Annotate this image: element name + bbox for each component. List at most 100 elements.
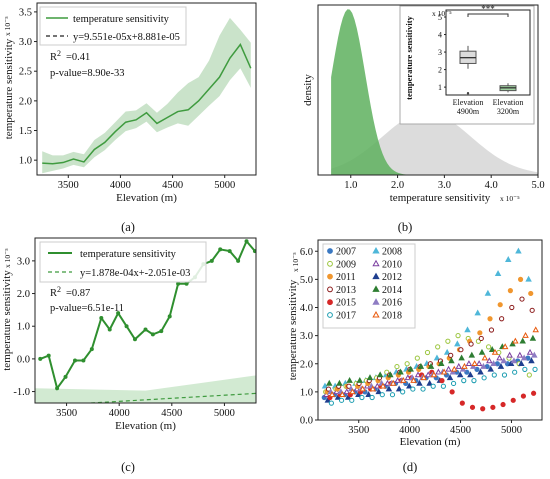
scatter-point	[481, 375, 487, 381]
scatter-point	[520, 393, 527, 399]
scatter-point	[526, 348, 534, 355]
outlier-point	[466, 92, 470, 95]
series-2010	[323, 348, 534, 397]
scatter-point	[518, 360, 525, 367]
significance-bracket	[467, 13, 509, 17]
legend-marker	[327, 286, 333, 293]
scatter-point	[420, 386, 426, 392]
scatter-point	[522, 366, 528, 372]
y-tick-label: 1.0	[17, 322, 30, 333]
inset-y-axis-label: temperature sensitivity	[404, 15, 414, 99]
y-axis-label: temperature sensitivity	[287, 279, 299, 380]
scatter-point	[519, 337, 526, 344]
data-point	[252, 249, 256, 254]
scatter-point	[450, 380, 457, 387]
scatter-point	[512, 369, 518, 375]
data-point	[159, 329, 164, 334]
series-2012	[324, 357, 535, 403]
legend-marker	[327, 312, 333, 318]
y-tick-label: 2.0	[19, 96, 32, 107]
legend: 2007 2008 2009 2010 2011 2012 2013 2014 2015 2016…	[322, 243, 416, 329]
scatter-point	[515, 247, 522, 254]
scatter-point	[475, 360, 483, 367]
y-exponent: x 10⁻⁵	[291, 252, 300, 272]
x-tick-label: 3500	[58, 180, 79, 191]
scatter-point	[500, 357, 508, 364]
scatter-point	[424, 349, 431, 356]
y-tick-label: 2.0	[300, 359, 313, 370]
y-exponent: x 10⁻⁵	[3, 248, 12, 268]
scatter-point	[445, 365, 452, 372]
scatter-point	[519, 296, 525, 302]
scatter-point	[343, 388, 351, 395]
scatter-point	[400, 376, 407, 383]
y-tick-label: 2.0	[17, 289, 30, 300]
r-squared-value: =0.87	[66, 288, 90, 299]
y-tick-label: 3.5	[19, 7, 32, 18]
scatter-point	[455, 362, 463, 369]
legend-marker	[327, 248, 333, 254]
scatter-point	[389, 392, 396, 398]
scatter-point	[349, 397, 355, 403]
scatter-point	[529, 334, 537, 341]
scatter-point	[468, 341, 474, 347]
scatter-point	[379, 392, 385, 398]
x-tick-label: 5.0	[531, 180, 544, 191]
y-tick-label: 1.0	[300, 387, 313, 398]
legend-label: 2012	[382, 272, 402, 283]
scatter-point	[464, 326, 471, 333]
inset-frame	[445, 9, 531, 96]
scatter-point	[469, 362, 477, 369]
p-value-annotation: p-value=8.90e-33	[50, 68, 124, 79]
scatter-point	[471, 360, 478, 367]
scatter-point	[469, 404, 476, 410]
legend-box	[39, 6, 187, 46]
data-point	[46, 353, 51, 358]
legend-series-label: temperature sensitivity	[80, 249, 177, 260]
data-point	[63, 374, 68, 379]
scatter-point	[440, 368, 448, 375]
legend-label: 2015	[336, 298, 356, 309]
scatter-point	[497, 302, 503, 308]
x-axis-label: temperature sensitivity	[390, 192, 491, 204]
scatter-point	[461, 378, 467, 384]
scatter-point	[520, 354, 528, 361]
y-tick-label: 3.0	[19, 37, 32, 48]
scatter-point	[509, 340, 516, 347]
scatter-point	[339, 391, 346, 397]
data-point	[184, 281, 189, 286]
scatter-point	[394, 363, 400, 370]
data-point	[124, 324, 129, 329]
y-tick-label: 4.0	[300, 303, 313, 314]
x-axis-label: Elevation (m)	[400, 436, 461, 448]
scatter-point	[516, 351, 524, 358]
y-tick-label: 2.5	[19, 67, 32, 78]
scatter-point	[490, 404, 496, 410]
x-tick-label: 1.0	[344, 180, 357, 191]
scatter-point	[500, 401, 506, 408]
legend-label: 2016	[382, 298, 402, 309]
x-tick-label: 3500	[56, 408, 77, 419]
scatter-point	[526, 372, 532, 378]
scatter-point	[531, 390, 537, 396]
scatter-point	[496, 354, 503, 361]
data-point	[72, 358, 77, 363]
scatter-point	[435, 344, 441, 350]
scatter-point	[477, 368, 484, 375]
scatter-point	[509, 304, 515, 311]
scatter-point	[517, 276, 524, 282]
legend-fit-label: y=1.878e-04x+-2.051e-03	[80, 268, 190, 279]
panel-c: 3500 4000 4500 5000 -1.0 0.0 1.0 2.0 3.0 Elevatio…	[1, 237, 257, 474]
scatter-point	[346, 376, 353, 383]
scatter-point	[510, 357, 518, 364]
y-tick-label: 1.5	[19, 126, 32, 137]
scatter-point	[328, 391, 336, 397]
scatter-point	[525, 275, 532, 282]
inset-category-label: 4900m	[457, 107, 480, 116]
inset-y-tick-label: 1	[438, 83, 442, 92]
legend-label: 2014	[382, 285, 402, 296]
legend: temperature sensitivity y=9.551e-05x+8.88…	[39, 6, 187, 46]
series-2017	[328, 366, 538, 406]
significance-stars: ***	[481, 4, 495, 14]
